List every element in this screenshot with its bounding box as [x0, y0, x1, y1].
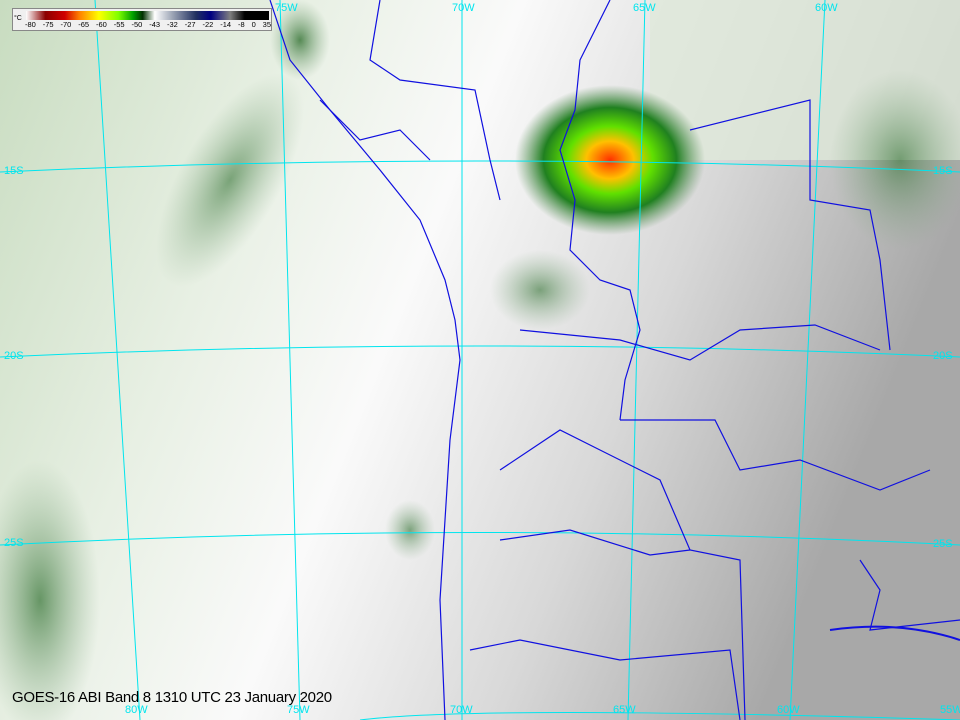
lat-label: 25S	[933, 538, 953, 550]
colorbar-tick: -43	[149, 20, 161, 29]
lon-label: 55W	[940, 704, 960, 716]
colorbar-tick: -60	[96, 20, 107, 29]
lon-label: 75W	[287, 704, 310, 716]
colorbar-tick: -65	[78, 20, 90, 29]
colorbar-tick: -80	[25, 20, 36, 29]
convective-storm	[515, 85, 705, 235]
colorbar-tick: -75	[42, 20, 54, 29]
lat-label: 15S	[4, 165, 24, 177]
colorbar-gradient	[26, 11, 269, 20]
colorbar-tick: -27	[184, 20, 196, 29]
lon-label: 75W	[275, 2, 298, 14]
colorbar-tick: -50	[131, 20, 143, 29]
image-caption: GOES-16 ABI Band 8 1310 UTC 23 January 2…	[12, 689, 332, 706]
colorbar-tick: -55	[113, 20, 125, 29]
country-borders	[269, 0, 960, 720]
lon-label: 60W	[815, 2, 838, 14]
lon-label: 65W	[633, 2, 656, 14]
temperature-colorbar: °C -80 -75 -70 -65 -60 -55 -50 -43 -32 -…	[12, 8, 272, 31]
lat-label: 20S	[933, 350, 953, 362]
colorbar-tick: -70	[60, 20, 72, 29]
lat-label: 25S	[4, 537, 24, 549]
lat-label: 15S	[933, 165, 953, 177]
colorbar-tick: -14	[220, 20, 232, 29]
lat-label: 20S	[4, 350, 24, 362]
lon-label: 60W	[777, 704, 800, 716]
colorbar-tick: -8	[238, 20, 245, 29]
lon-label: 70W	[450, 704, 473, 716]
lon-label: 80W	[125, 704, 148, 716]
lon-label: 65W	[613, 704, 636, 716]
colorbar-tick: 0	[251, 20, 256, 29]
colorbar-unit: °C	[14, 15, 22, 22]
colorbar-tick: 35	[262, 20, 271, 29]
lon-label: 70W	[452, 2, 475, 14]
colorbar-tick: -22	[202, 20, 214, 29]
colorbar-tick: -32	[167, 20, 178, 29]
